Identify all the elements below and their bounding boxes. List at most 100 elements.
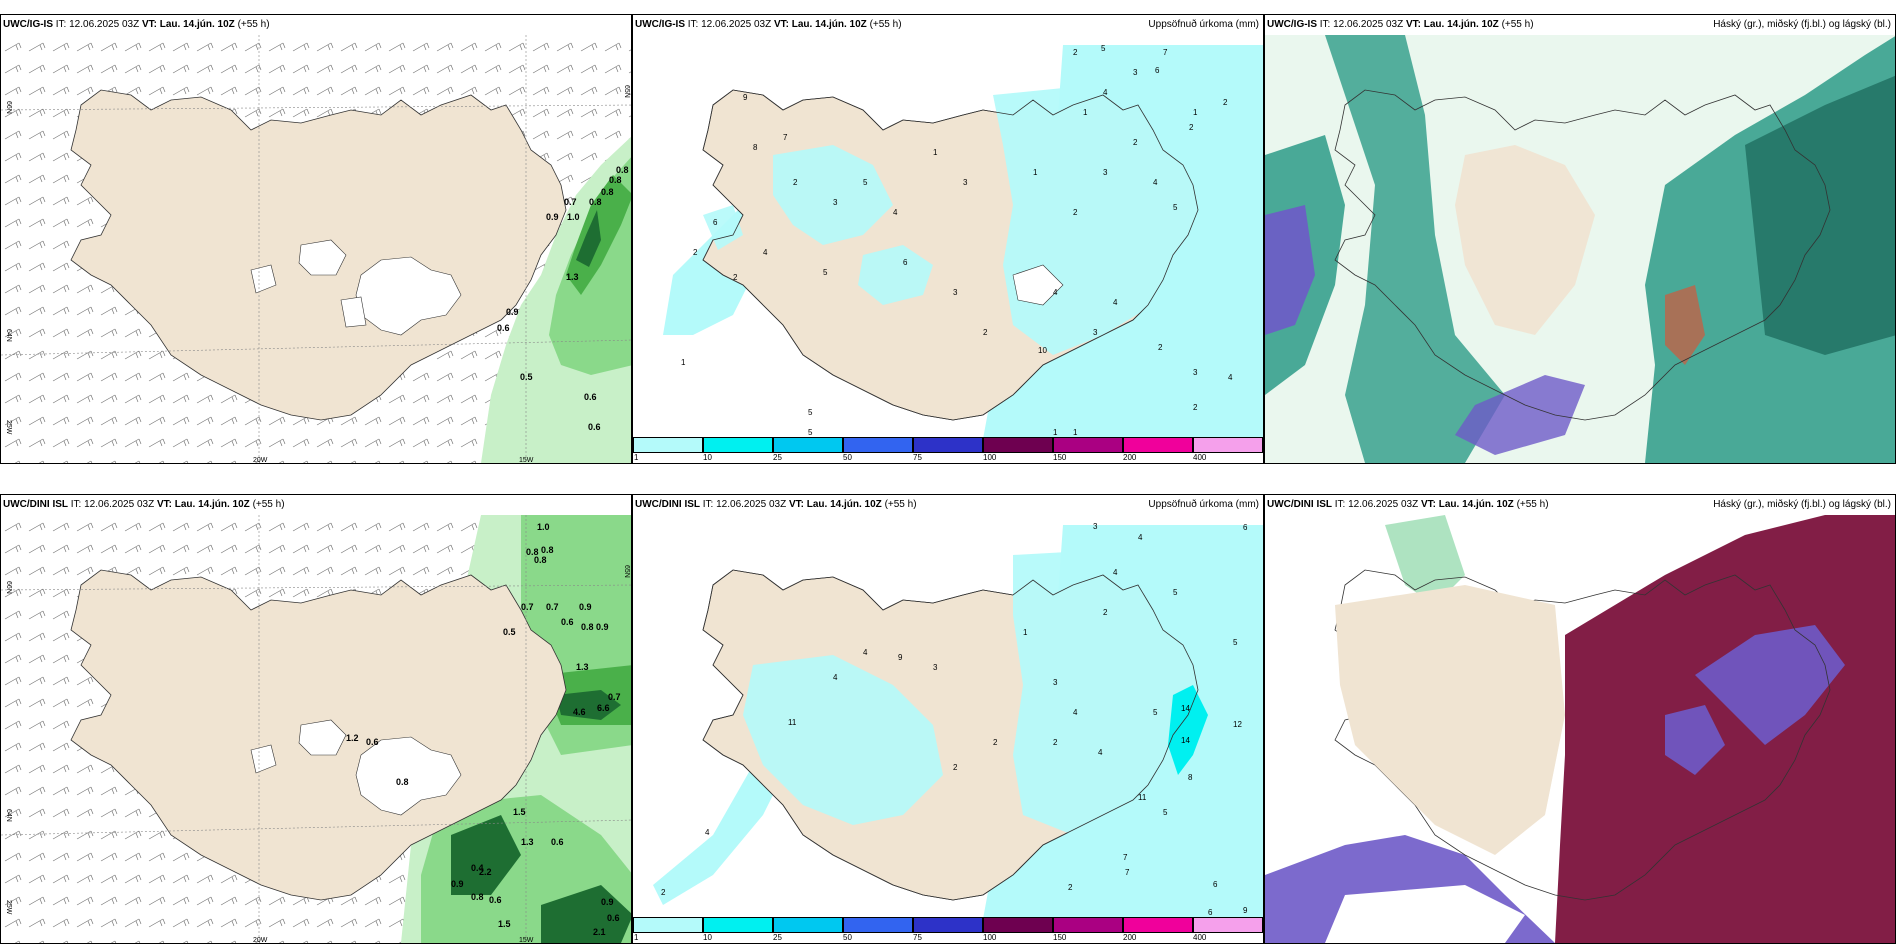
cloud-map xyxy=(1265,515,1895,943)
panel-title: UWC/DINI ISL IT: 12.06.2025 03Z VT: Lau.… xyxy=(1267,499,1549,510)
precip-value-label: 4 xyxy=(705,828,710,837)
precip-value-label: 3 xyxy=(1193,368,1198,377)
colorbar-label: 100 xyxy=(983,453,997,462)
precip-value-label: 5 xyxy=(1233,638,1238,647)
colorbar-swatch xyxy=(913,917,983,933)
colorbar-label: 200 xyxy=(1123,453,1137,462)
wind-value-label: 0.6 xyxy=(366,737,379,747)
wind-value-label: 0.8 xyxy=(581,622,594,632)
colorbar-swatch xyxy=(773,437,843,453)
wind-value-label: 0.6 xyxy=(551,837,564,847)
precip-value-label: 2 xyxy=(693,248,698,257)
wind-value-label: 0.7 xyxy=(521,602,534,612)
precip-value-label: 2 xyxy=(793,178,798,187)
precip-value-label: 4 xyxy=(1113,568,1118,577)
precip-value-label: 7 xyxy=(1163,48,1168,57)
precip-value-label: 5 xyxy=(1173,203,1178,212)
wind-value-label: 0.8 xyxy=(471,892,484,902)
colorbar-label: 150 xyxy=(1053,453,1067,462)
precip-value-label: 2 xyxy=(733,273,738,282)
colorbar-label: 150 xyxy=(1053,933,1067,942)
precip-value-label: 4 xyxy=(1103,88,1108,97)
precip-value-label: 1 xyxy=(1053,428,1058,437)
precip-value-label: 2 xyxy=(1193,403,1198,412)
precip-value-label: 4 xyxy=(1073,708,1078,717)
lon-label-left: 25W xyxy=(5,900,12,915)
precip-value-label: 8 xyxy=(753,143,758,152)
colorbar-swatch xyxy=(983,437,1053,453)
colorbar-label: 200 xyxy=(1123,933,1137,942)
colorbar-label: 400 xyxy=(1193,933,1207,942)
colorbar-swatch xyxy=(983,917,1053,933)
wind-value-label: 0.8 xyxy=(601,187,614,197)
wind-value-label: 0.9 xyxy=(506,307,519,317)
wind-map: 1.0 0.8 0.8 0.8 0.7 0.7 0.6 0.9 0.9 0.8 … xyxy=(1,515,631,943)
precip-value-label: 4 xyxy=(1228,373,1233,382)
panel-right-title: Háský (gr.), miðský (fj.bl.) og lágský (… xyxy=(1713,499,1891,510)
colorbar-label: 75 xyxy=(913,453,922,462)
precip-value-label: 4 xyxy=(1098,748,1103,757)
wind-value-label: 0.7 xyxy=(608,692,621,702)
colorbar-label: 1 xyxy=(634,933,639,942)
wind-value-label: 6.6 xyxy=(597,703,610,713)
wind-value-label: 0.8 xyxy=(396,777,409,787)
precip-value-label: 14 xyxy=(1181,736,1190,745)
precip-value-label: 2 xyxy=(1223,98,1228,107)
colorbar-swatch xyxy=(913,437,983,453)
colorbar-swatch xyxy=(843,437,913,453)
colorbar-swatch xyxy=(703,437,773,453)
colorbar-label: 75 xyxy=(913,933,922,942)
precip-map: 2 5 7 6 3 2 1 2 4 1 2 3 4 5 2 1 7 8 9 3 … xyxy=(663,44,1263,439)
precip-value-label: 9 xyxy=(898,653,903,662)
panel-wind-igis: UWC/IG-IS IT: 12.06.2025 03Z VT: Lau. 14… xyxy=(0,14,632,464)
lon-label: 20W xyxy=(253,457,268,464)
wind-value-label: 0.5 xyxy=(520,372,533,382)
precip-value-label: 5 xyxy=(1153,708,1158,717)
panel-clouds-igis: UWC/IG-IS IT: 12.06.2025 03Z VT: Lau. 14… xyxy=(1264,14,1896,464)
panel-precip-igis: UWC/IG-IS IT: 12.06.2025 03Z VT: Lau. 14… xyxy=(632,14,1264,464)
precip-value-label: 4 xyxy=(1053,288,1058,297)
precip-value-label: 5 xyxy=(1173,588,1178,597)
colorbar-swatch xyxy=(703,917,773,933)
lat-label: 66N xyxy=(5,581,12,594)
panel-title: UWC/IG-IS IT: 12.06.2025 03Z VT: Lau. 14… xyxy=(3,19,270,30)
precip-value-label: 1 xyxy=(1083,108,1088,117)
colorbar-swatch xyxy=(633,437,703,453)
precip-value-label: 5 xyxy=(1163,808,1168,817)
wind-value-label: 0.8 xyxy=(616,165,629,175)
lon-label: 20W xyxy=(253,937,268,944)
wind-value-label: 0.6 xyxy=(607,913,620,923)
lon-label: 15W xyxy=(519,457,534,464)
wind-value-label: 0.8 xyxy=(541,545,554,555)
panel-title: UWC/IG-IS IT: 12.06.2025 03Z VT: Lau. 14… xyxy=(635,19,902,30)
panel-precip-dini: UWC/DINI ISL IT: 12.06.2025 03Z VT: Lau.… xyxy=(632,494,1264,944)
precip-map: 3 4 6 4 5 2 9 3 4 4 11 14 12 14 8 5 5 4 … xyxy=(653,522,1263,919)
precip-value-label: 2 xyxy=(1068,883,1073,892)
precip-value-label: 12 xyxy=(1233,720,1242,729)
precip-value-label: 2 xyxy=(983,328,988,337)
colorbar-label: 400 xyxy=(1193,453,1207,462)
wind-value-label: 2.2 xyxy=(479,867,492,877)
panel-right-title: Uppsöfnuð úrkoma (mm) xyxy=(1148,499,1259,510)
precip-value-label: 5 xyxy=(1101,44,1106,53)
precip-value-label: 6 xyxy=(1243,523,1248,532)
precip-value-label: 4 xyxy=(1113,298,1118,307)
colorbar-label: 100 xyxy=(983,933,997,942)
precip-value-label: 2 xyxy=(1133,138,1138,147)
wind-value-label: 0.6 xyxy=(489,895,502,905)
panel-clouds-dini: UWC/DINI ISL IT: 12.06.2025 03Z VT: Lau.… xyxy=(1264,494,1896,944)
precip-value-label: 3 xyxy=(1103,168,1108,177)
wind-value-label: 0.9 xyxy=(451,879,464,889)
panel-title: UWC/IG-IS IT: 12.06.2025 03Z VT: Lau. 14… xyxy=(1267,19,1534,30)
panel-right-title: Uppsöfnuð úrkoma (mm) xyxy=(1148,19,1259,30)
precip-value-label: 5 xyxy=(808,408,813,417)
precip-value-label: 1 xyxy=(681,358,686,367)
wind-value-label: 0.4 xyxy=(471,863,484,873)
precip-value-label: 6 xyxy=(1208,908,1213,917)
precip-value-label: 4 xyxy=(1138,533,1143,542)
wind-value-label: 1.3 xyxy=(576,662,589,672)
colorbar-label: 50 xyxy=(843,453,852,462)
precip-value-label: 3 xyxy=(1093,328,1098,337)
precip-value-label: 4 xyxy=(833,673,838,682)
wind-value-label: 0.8 xyxy=(609,175,622,185)
